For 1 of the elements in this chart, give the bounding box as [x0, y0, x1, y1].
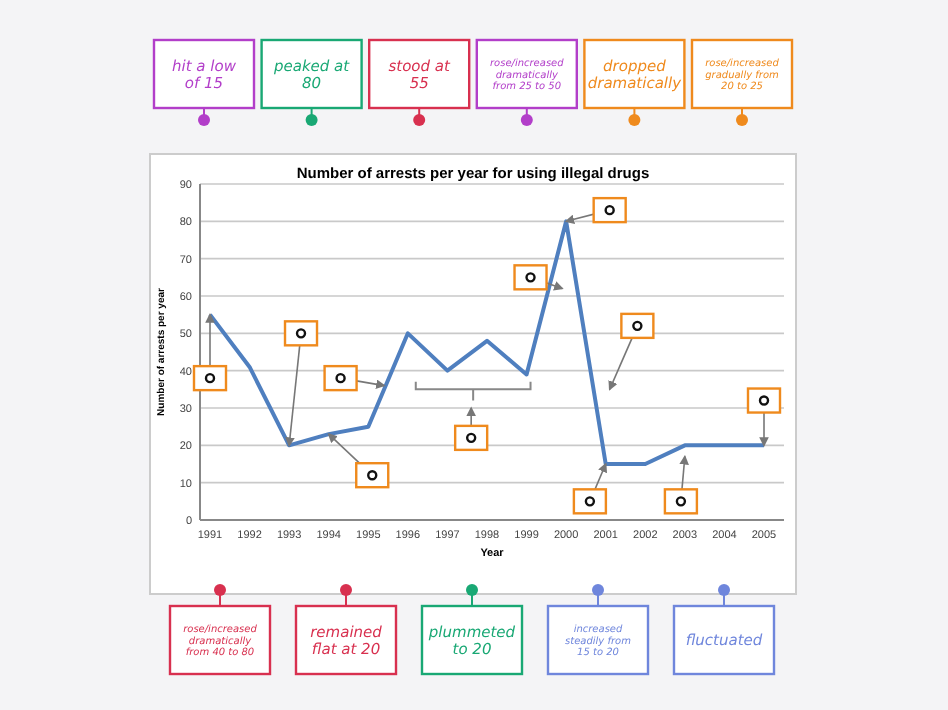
line-series	[208, 219, 766, 466]
